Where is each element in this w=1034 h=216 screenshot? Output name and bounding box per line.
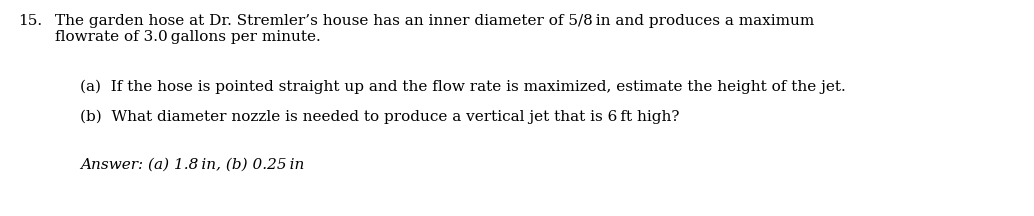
Text: The garden hose at Dr. Stremler’s house has an inner diameter of 5/8 in and prod: The garden hose at Dr. Stremler’s house … bbox=[55, 14, 814, 28]
Text: flowrate of 3.0 gallons per minute.: flowrate of 3.0 gallons per minute. bbox=[55, 30, 321, 44]
Text: Answer: (a) 1.8 in, (b) 0.25 in: Answer: (a) 1.8 in, (b) 0.25 in bbox=[80, 158, 304, 172]
Text: 15.: 15. bbox=[18, 14, 42, 28]
Text: (b)  What diameter nozzle is needed to produce a vertical jet that is 6 ft high?: (b) What diameter nozzle is needed to pr… bbox=[80, 110, 679, 124]
Text: (a)  If the hose is pointed straight up and the flow rate is maximized, estimate: (a) If the hose is pointed straight up a… bbox=[80, 80, 846, 94]
